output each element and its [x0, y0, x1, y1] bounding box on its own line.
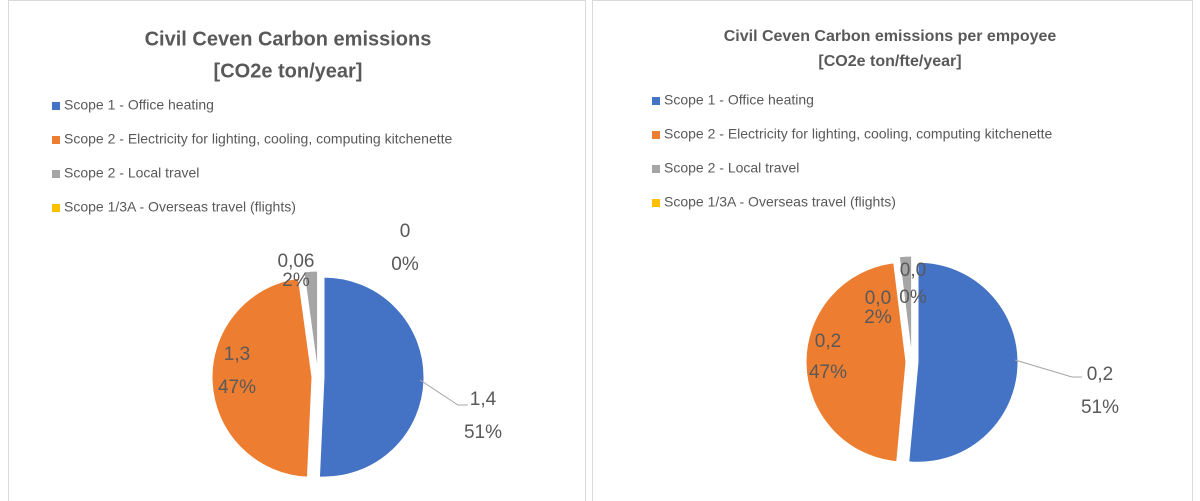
pie-slice: [318, 276, 425, 478]
percentage-label: 0%: [899, 287, 927, 308]
pie-slice: [805, 262, 907, 463]
data-label: 0: [400, 221, 411, 242]
percentage-label: 0%: [391, 254, 419, 275]
legend-swatch: [652, 131, 660, 139]
legend-label: Scope 2 - Local travel: [64, 165, 199, 181]
data-label: 0,0: [865, 288, 891, 309]
percentage-label: 51%: [464, 422, 502, 443]
data-label: 0,2: [1087, 364, 1113, 385]
percentage-label: 47%: [218, 377, 256, 398]
legend-label: Scope 1/3A - Overseas travel (flights): [664, 194, 896, 210]
chart-subtitle: [CO2e ton/year]: [214, 60, 363, 82]
pie-slice: [908, 261, 1019, 463]
percentage-label: 51%: [1081, 397, 1119, 418]
legend-label: Scope 2 - Local travel: [664, 160, 799, 176]
pie-slice: [211, 277, 313, 478]
legend-swatch: [652, 199, 660, 207]
chart-subtitle: [CO2e ton/fte/year]: [818, 53, 961, 70]
legend-label: Scope 2 - Electricity for lighting, cool…: [664, 126, 1053, 142]
pie-slice: [898, 255, 913, 357]
data-label: 0,0: [900, 260, 926, 281]
legend-swatch: [52, 204, 60, 212]
leader-line: [419, 379, 468, 406]
pie-slice: [303, 270, 319, 372]
legend-swatch: [652, 165, 660, 173]
chart-title: Civil Ceven Carbon emissions: [145, 28, 432, 50]
percentage-label: 2%: [282, 270, 310, 291]
percentage-label: 47%: [809, 362, 847, 383]
legend-label: Scope 1/3A - Overseas travel (flights): [64, 199, 296, 215]
legend-label: Scope 1 - Office heating: [64, 97, 214, 113]
chart-title: Civil Ceven Carbon emissions per empoyee: [724, 28, 1057, 45]
percentage-label: 2%: [864, 307, 892, 328]
data-label: 1,4: [470, 389, 497, 410]
legend-swatch: [52, 136, 60, 144]
legend-swatch: [52, 102, 60, 110]
legend-swatch: [652, 97, 660, 105]
legend-label: Scope 1 - Office heating: [664, 92, 814, 108]
data-label: 0,2: [815, 331, 841, 352]
leader-line: [1014, 359, 1082, 378]
data-label: 1,3: [224, 344, 250, 365]
legend-swatch: [52, 170, 60, 178]
data-label: 0,06: [278, 251, 315, 272]
legend-label: Scope 2 - Electricity for lighting, cool…: [64, 131, 453, 147]
